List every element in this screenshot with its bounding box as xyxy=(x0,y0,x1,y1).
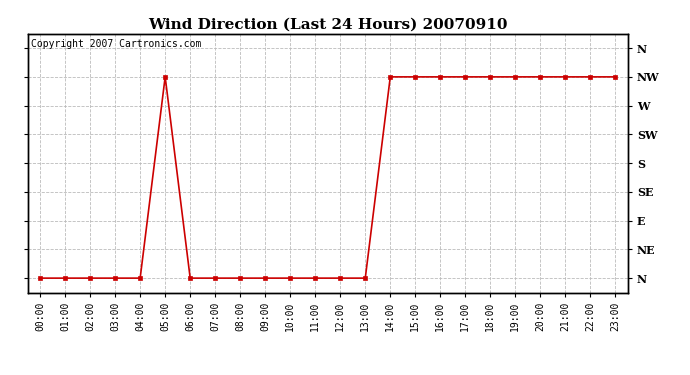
Title: Wind Direction (Last 24 Hours) 20070910: Wind Direction (Last 24 Hours) 20070910 xyxy=(148,17,508,31)
Text: Copyright 2007 Cartronics.com: Copyright 2007 Cartronics.com xyxy=(30,39,201,49)
